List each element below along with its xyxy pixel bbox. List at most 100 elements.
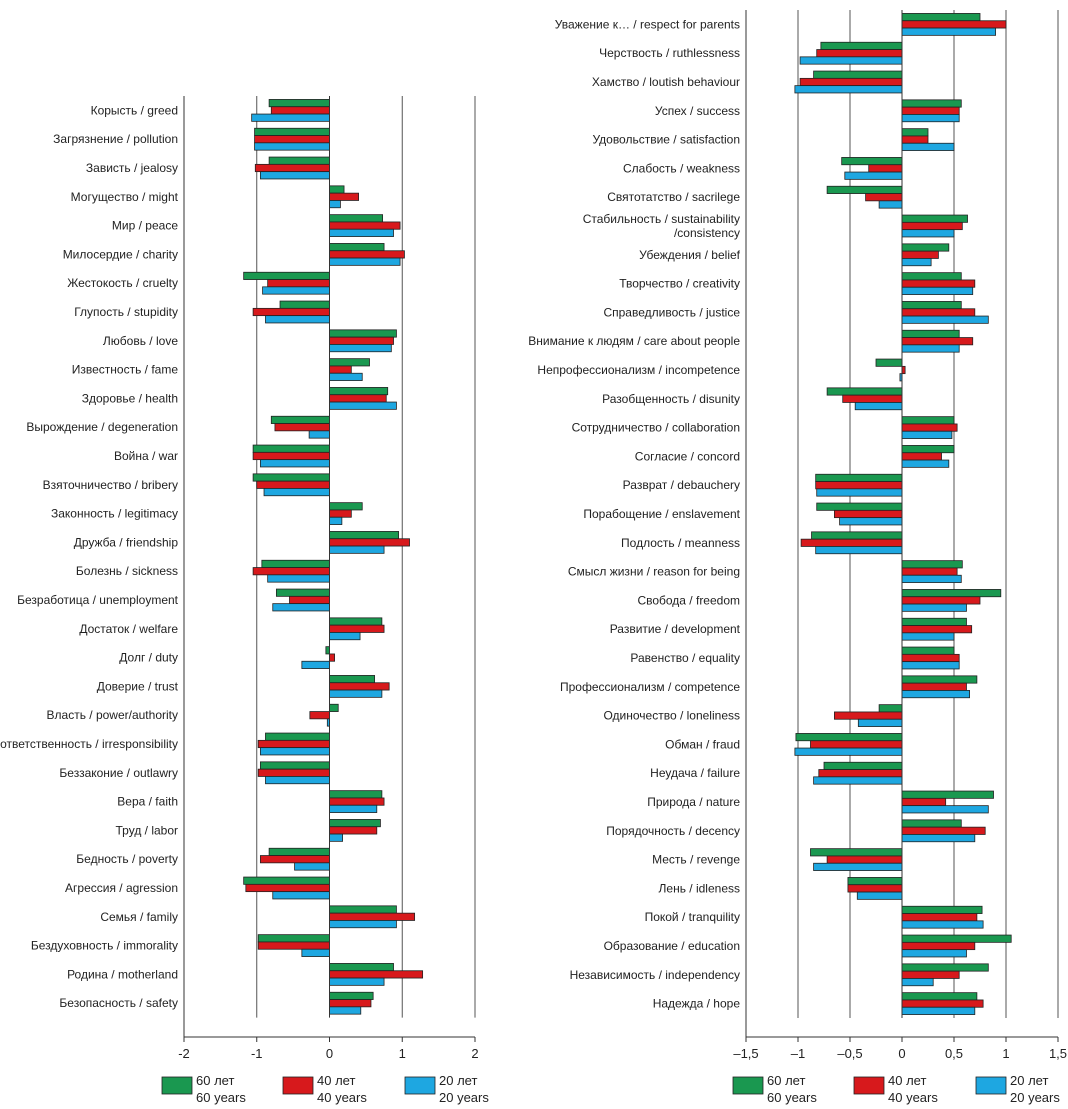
left-bar-40 — [330, 395, 387, 402]
left-category-label: Корысть / greed — [91, 103, 178, 117]
right-category-label: Черствость / ruthlessness — [599, 46, 740, 60]
right-category-label: Подлость / meanness — [621, 536, 740, 550]
right-bar-40 — [834, 712, 902, 719]
left-bar-20 — [330, 920, 397, 927]
left-bar-40 — [330, 337, 394, 344]
right-bar-40 — [902, 136, 928, 143]
right-bar-40 — [902, 827, 985, 834]
right-bar-60 — [902, 935, 1011, 942]
left-bar-20 — [260, 172, 329, 179]
right-bar-20 — [902, 287, 973, 294]
right-bar-20 — [795, 748, 902, 755]
right-bar-20 — [902, 28, 996, 35]
left-bar-20 — [330, 978, 385, 985]
left-category-label: Доверие / trust — [97, 679, 179, 693]
right-bar-60 — [902, 676, 977, 683]
left-bar-40 — [255, 136, 330, 143]
right-bar-20 — [855, 402, 902, 409]
right-bar-60 — [902, 417, 954, 424]
left-bar-20 — [330, 517, 342, 524]
right-bar-60 — [876, 359, 902, 366]
right-bar-20 — [840, 518, 902, 525]
right-category-label: Природа / nature — [647, 795, 740, 809]
right-bar-chart: Уважение к… / respect for parents Черство… — [528, 10, 1067, 1105]
left-tick-label: 2 — [471, 1046, 478, 1061]
right-bar-40 — [827, 856, 902, 863]
left-tick-label: 0 — [326, 1046, 333, 1061]
right-bar-40 — [902, 942, 975, 949]
right-category-label: Удовольствие / satisfaction — [592, 133, 740, 147]
left-category-label: Агрессия / agression — [65, 881, 178, 895]
right-bar-20 — [902, 258, 931, 265]
left-bar-60 — [326, 647, 330, 654]
right-bar-40 — [902, 683, 966, 690]
right-bar-20 — [902, 114, 959, 121]
right-bar-40 — [902, 338, 973, 345]
right-tick-label: –0,5 — [837, 1046, 862, 1061]
right-bar-60 — [812, 532, 902, 539]
right-bar-60 — [902, 100, 961, 107]
right-bar-20 — [814, 777, 902, 784]
left-bar-60 — [330, 243, 385, 250]
right-bar-20 — [845, 172, 902, 179]
left-bar-20 — [330, 229, 394, 236]
left-category-label: Мир / peace — [112, 219, 178, 233]
right-bar-20 — [902, 316, 988, 323]
right-bar-40 — [902, 914, 977, 921]
left-bar-20 — [265, 316, 329, 323]
right-legend-swatch-20 — [976, 1077, 1006, 1094]
right-bar-20 — [902, 575, 961, 582]
right-bar-20 — [902, 950, 966, 957]
right-category-label: Одиночество / loneliness — [603, 709, 740, 723]
left-bar-40 — [330, 1000, 371, 1007]
left-bar-60 — [330, 704, 339, 711]
left-bar-60 — [330, 359, 370, 366]
left-bar-20 — [330, 1007, 361, 1014]
left-category-label: Безработица / unemployment — [17, 593, 179, 607]
right-category-label: Лень / idleness — [659, 881, 740, 895]
right-legend-label-ru: 20 лет — [1010, 1073, 1048, 1088]
left-bar-60 — [330, 906, 397, 913]
left-category-label: Семья / family — [100, 910, 178, 924]
right-bar-20 — [902, 143, 954, 150]
left-bar-60 — [262, 560, 330, 567]
left-bar-chart: Корысть / greed Загрязнение / pollution За… — [0, 96, 489, 1105]
right-category-label: Внимание к людям / care about people — [528, 334, 740, 348]
left-category-label: Жестокость / cruelty — [67, 276, 178, 290]
left-bar-40 — [330, 971, 423, 978]
left-bar-40 — [330, 798, 385, 805]
right-bar-20 — [816, 546, 902, 553]
right-bar-40 — [902, 222, 962, 229]
right-bar-60 — [902, 445, 954, 452]
left-bar-20 — [330, 834, 343, 841]
right-legend-swatch-40 — [854, 1077, 884, 1094]
right-bar-40 — [869, 165, 902, 172]
left-category-label: Достаток / welfare — [79, 622, 178, 636]
left-bar-60 — [269, 848, 329, 855]
left-bar-40 — [253, 452, 329, 459]
right-bar-20 — [902, 604, 966, 611]
right-bar-60 — [902, 215, 968, 222]
right-bar-60 — [848, 877, 902, 884]
right-bar-20 — [902, 633, 954, 640]
right-tick-label: 1,5 — [1049, 1046, 1067, 1061]
left-tick-label: -2 — [178, 1046, 190, 1061]
left-bar-20 — [252, 114, 330, 121]
left-bar-40 — [330, 193, 359, 200]
left-bar-20 — [263, 287, 330, 294]
left-bar-40 — [257, 481, 330, 488]
right-category-label: Свобода / freedom — [637, 593, 740, 607]
right-bar-20 — [857, 892, 902, 899]
right-bar-40 — [810, 741, 902, 748]
left-bar-20 — [264, 488, 329, 495]
right-bar-40 — [902, 626, 972, 633]
right-category-label: Убеждения / belief — [639, 248, 741, 262]
right-bar-40 — [819, 770, 902, 777]
left-bar-60 — [244, 877, 330, 884]
left-bar-40 — [258, 942, 329, 949]
right-bar-40 — [843, 395, 902, 402]
left-bar-20 — [309, 431, 329, 438]
right-bar-40 — [817, 50, 902, 57]
right-bar-60 — [902, 618, 966, 625]
left-bar-40 — [330, 654, 335, 661]
